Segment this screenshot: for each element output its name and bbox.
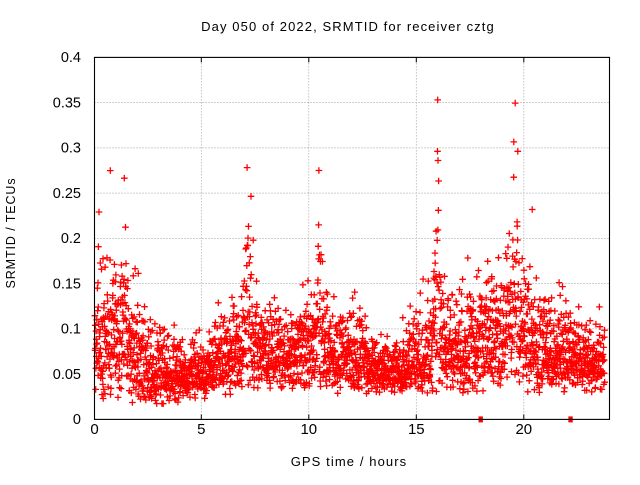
svg-text:0.1: 0.1 bbox=[61, 322, 81, 338]
svg-text:0.25: 0.25 bbox=[53, 186, 81, 202]
svg-text:0.2: 0.2 bbox=[61, 231, 81, 247]
svg-text:Day 050 of 2022, SRMTID for re: Day 050 of 2022, SRMTID for receiver czt… bbox=[201, 19, 495, 34]
svg-text:10: 10 bbox=[300, 421, 317, 438]
svg-text:0.35: 0.35 bbox=[53, 95, 81, 111]
svg-text:0: 0 bbox=[90, 421, 98, 438]
svg-text:20: 20 bbox=[515, 421, 532, 438]
svg-text:0.15: 0.15 bbox=[53, 276, 81, 292]
svg-text:GPS time / hours: GPS time / hours bbox=[291, 454, 408, 469]
svg-text:15: 15 bbox=[408, 421, 425, 438]
svg-text:0.05: 0.05 bbox=[53, 367, 81, 383]
svg-text:0: 0 bbox=[73, 412, 81, 428]
svg-text:0.4: 0.4 bbox=[61, 50, 81, 66]
svg-text:SRMTID / TECUs: SRMTID / TECUs bbox=[4, 178, 18, 289]
svg-text:5: 5 bbox=[197, 421, 205, 438]
svg-text:0.3: 0.3 bbox=[61, 141, 81, 157]
